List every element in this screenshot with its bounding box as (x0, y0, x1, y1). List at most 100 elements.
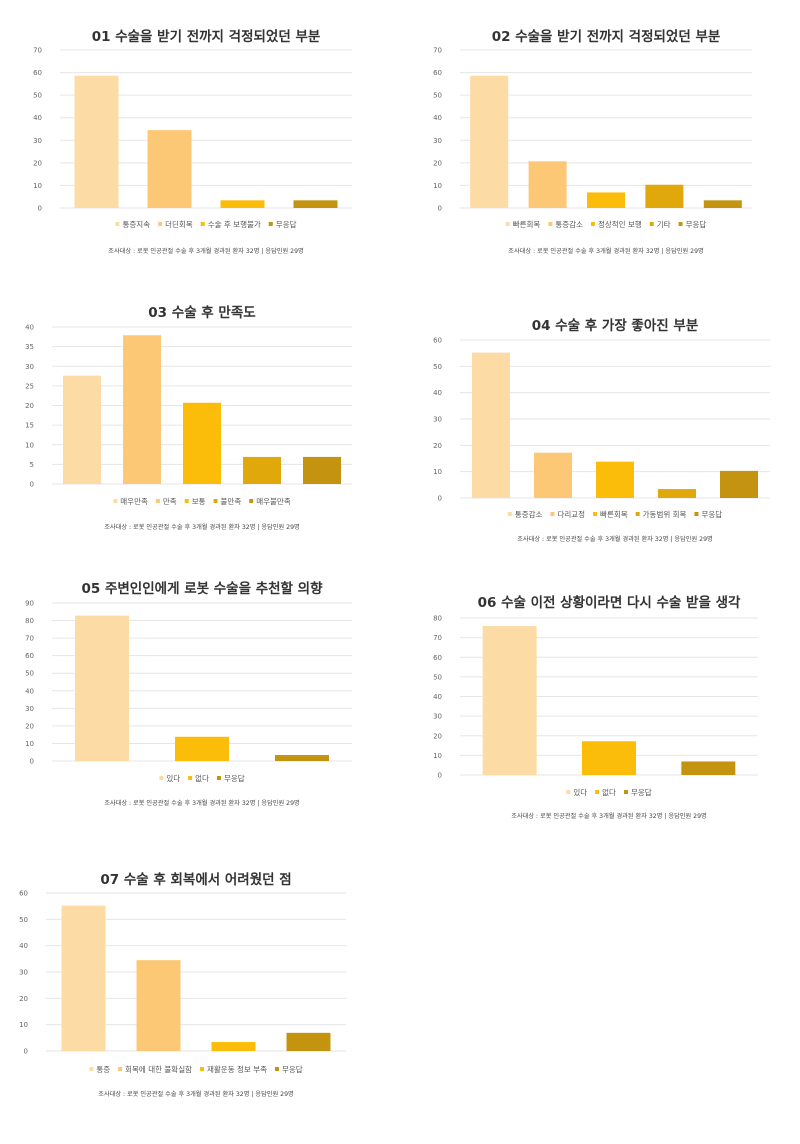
y-tick-label: 20 (433, 159, 442, 167)
legend-label: 재활운동 정보 부족 (207, 1064, 267, 1074)
y-tick-label: 20 (25, 402, 34, 410)
bar (243, 456, 281, 484)
legend-swatch (89, 1067, 94, 1071)
chart-06: 06 수술 이전 상황이라면 다시 수술 받을 생각 0 10 20 30 40 50 60 7… (400, 585, 800, 835)
chart-svg: 04 수술 후 가장 좋아진 부분 0 10 20 30 40 50 60 통증감소 다리교정 빠른… (433, 317, 770, 543)
y-tick-label: 0 (438, 495, 442, 503)
y-tick-label: 50 (433, 92, 442, 100)
y-tick-label: 10 (19, 1021, 28, 1029)
bar (75, 615, 129, 761)
legend-swatch (595, 790, 600, 794)
legend: 통증 회복에 대한 불확실함 재활운동 정보 부족 무응답 (89, 1064, 303, 1074)
y-tick-label: 40 (25, 324, 34, 332)
legend-swatch (115, 222, 120, 226)
bar (286, 1032, 331, 1051)
bar (147, 130, 192, 208)
y-tick-label: 70 (33, 47, 42, 55)
legend-swatch (505, 222, 510, 226)
chart-title: 05 주변인인에게 로봇 수술을 추천할 의향 (81, 580, 323, 597)
survey-note: 조사대상 : 로봇 인공관절 수술 후 3개월 경과된 환자 32명 | 응답인… (511, 812, 706, 820)
y-tick-label: 70 (25, 635, 34, 643)
legend-swatch (200, 1067, 205, 1071)
legend-label: 매우불만족 (256, 497, 291, 506)
legend: 있다 없다 무응답 (566, 787, 652, 797)
legend-label: 기타 (657, 220, 671, 229)
legend-label: 없다 (195, 774, 209, 783)
survey-note: 조사대상 : 로봇 인공관절 수술 후 3개월 경과된 환자 32명 | 응답인… (104, 523, 299, 531)
bar (534, 452, 572, 498)
bar (645, 184, 684, 208)
bar (123, 335, 161, 484)
legend-swatch (200, 222, 205, 226)
legend-label: 무응답 (631, 787, 652, 797)
y-tick-label: 40 (33, 114, 42, 122)
bar (303, 456, 341, 484)
legend-label: 무응답 (282, 1064, 303, 1074)
bar (61, 905, 106, 1051)
legend-label: 있다 (573, 788, 587, 797)
chart-svg: 07 수술 후 회복에서 어려웠던 점 0 10 20 30 40 50 60 통증 회복에 대한… (19, 871, 346, 1098)
survey-note: 조사대상 : 로봇 인공관절 수술 후 3개월 경과된 환자 32명 | 응답인… (108, 247, 303, 255)
chart-svg: 05 주변인인에게 로봇 수술을 추천할 의향 0 10 20 30 40 50 60 70 80… (25, 580, 352, 807)
legend-swatch (216, 776, 221, 780)
legend-label: 수술 후 보행불가 (208, 219, 261, 229)
y-tick-label: 30 (433, 713, 442, 721)
legend-label: 만족 (163, 497, 177, 506)
chart-title: 01 수술을 받기 전까지 걱정되었던 부분 (92, 28, 321, 45)
y-tick-label: 20 (433, 732, 442, 740)
y-tick-label: 30 (433, 416, 442, 424)
y-tick-label: 5 (30, 461, 34, 469)
bar (528, 161, 567, 208)
chart-svg: 02 수술을 받기 전까지 걱정되었던 부분 0 10 20 30 40 50 60 70 빠른회… (433, 28, 752, 255)
legend-label: 무응답 (224, 773, 245, 783)
bar (681, 761, 736, 775)
bar (472, 352, 510, 498)
legend-swatch (678, 222, 683, 226)
legend-label: 무응답 (276, 219, 297, 229)
legend-label: 다리교정 (557, 509, 585, 519)
y-tick-label: 20 (19, 995, 28, 1003)
legend-swatch (649, 222, 654, 226)
bar (183, 402, 221, 484)
y-tick-label: 40 (25, 687, 34, 695)
chart-02: 02 수술을 받기 전까지 걱정되었던 부분 0 10 20 30 40 50 60 70 빠른회… (400, 0, 800, 270)
y-tick-label: 50 (19, 916, 28, 924)
chart-01: 01 수술을 받기 전까지 걱정되었던 부분 0 10 20 30 40 50 60 70 통증지… (0, 0, 400, 270)
legend-label: 있다 (166, 774, 180, 783)
y-tick-label: 60 (433, 337, 442, 345)
chart-05: 05 주변인인에게 로봇 수술을 추천할 의향 0 10 20 30 40 50 60 70 80… (0, 570, 400, 820)
y-tick-label: 10 (433, 182, 442, 190)
legend-swatch (159, 776, 164, 780)
legend-swatch (268, 222, 273, 226)
legend-label: 통증감소 (515, 509, 543, 519)
legend-label: 보통 (192, 497, 206, 506)
legend-swatch (548, 222, 553, 226)
bar (596, 461, 634, 498)
legend: 빠른회복 통증감소 정상적인 보행 기타 무응답 (505, 219, 707, 229)
bar (63, 375, 101, 484)
y-tick-label: 0 (30, 758, 34, 766)
legend-label: 통증감소 (555, 219, 583, 229)
legend-label: 없다 (602, 788, 616, 797)
legend-swatch (155, 499, 160, 503)
y-tick-label: 0 (438, 772, 442, 780)
y-tick-label: 10 (25, 740, 34, 748)
legend-swatch (184, 499, 189, 503)
legend-label: 무응답 (686, 219, 707, 229)
legend-swatch (550, 512, 555, 516)
y-tick-label: 0 (30, 481, 34, 489)
legend: 통증지속 더딘회복 수술 후 보행불가 무응답 (115, 219, 297, 229)
y-tick-label: 80 (433, 615, 442, 623)
legend-swatch (623, 790, 628, 794)
legend-swatch (249, 499, 254, 503)
bar (658, 489, 696, 498)
y-tick-label: 30 (19, 969, 28, 977)
chart-title: 04 수술 후 가장 좋아진 부분 (532, 317, 699, 334)
y-tick-label: 60 (433, 69, 442, 77)
chart-svg: 01 수술을 받기 전까지 걱정되었던 부분 0 10 20 30 40 50 60 70 통증지… (33, 28, 352, 255)
bar (482, 626, 537, 775)
y-tick-label: 60 (433, 654, 442, 662)
y-tick-label: 50 (25, 670, 34, 678)
legend-label: 빠른회복 (513, 219, 541, 229)
legend-swatch (694, 512, 699, 516)
